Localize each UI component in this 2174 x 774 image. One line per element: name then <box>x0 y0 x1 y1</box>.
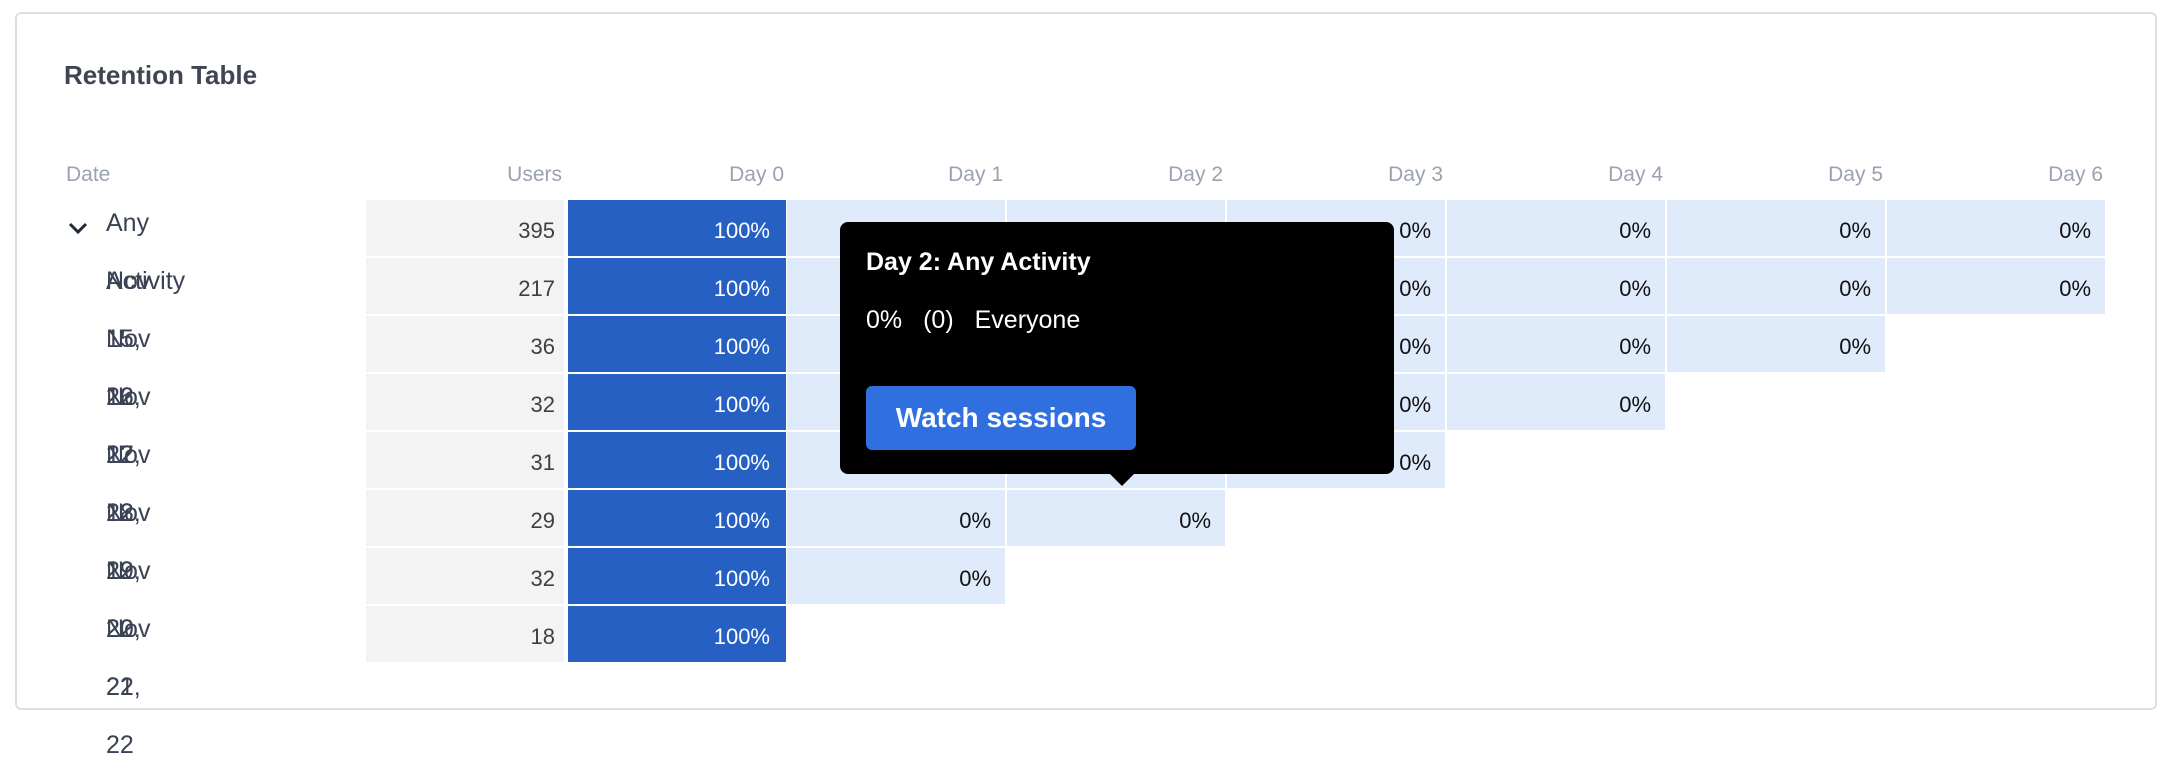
retention-cell[interactable]: 0% <box>1007 490 1225 546</box>
cohort-date-label: Nov 19, 22 <box>106 499 151 643</box>
cell-tooltip: Day 2: Any Activity 0% (0) Everyone Watc… <box>840 222 1394 486</box>
column-header-day-5: Day 5 <box>1828 163 1883 186</box>
retention-cell[interactable]: 100% <box>568 316 786 372</box>
card-title: Retention Table <box>64 60 258 90</box>
retention-cell[interactable]: 100% <box>568 432 786 488</box>
tooltip-stats: 0% (0) Everyone <box>866 306 1094 335</box>
cohort-date-label: Nov 20, 22 <box>106 557 151 701</box>
users-count-cell: 32 <box>366 548 564 604</box>
tooltip-arrow <box>1110 474 1134 486</box>
cohort-date-label: Nov 18, 22 <box>106 441 151 585</box>
retention-cell[interactable]: 100% <box>568 374 786 430</box>
retention-cell[interactable]: 0% <box>1447 316 1665 372</box>
users-count-cell: 395 <box>366 200 564 256</box>
cohort-date-label: Nov 21, 22 <box>106 615 151 759</box>
column-header-date: Date <box>66 163 111 186</box>
retention-cell[interactable]: 0% <box>1447 374 1665 430</box>
users-count-cell: 32 <box>366 374 564 430</box>
retention-cell[interactable]: 100% <box>568 258 786 314</box>
column-header-users: Users <box>507 163 562 186</box>
tooltip-count: (0) <box>923 306 954 334</box>
retention-cell[interactable]: 100% <box>568 200 786 256</box>
column-header-day-1: Day 1 <box>948 163 1003 186</box>
column-header-day-0: Day 0 <box>729 163 784 186</box>
retention-cell[interactable]: 100% <box>568 606 786 662</box>
retention-cell[interactable]: 100% <box>568 548 786 604</box>
retention-cell[interactable]: 0% <box>787 490 1005 546</box>
retention-cell[interactable]: 0% <box>1447 200 1665 256</box>
retention-cell[interactable]: 0% <box>1887 200 2105 256</box>
tooltip-cohort: Everyone <box>974 306 1081 334</box>
retention-cell[interactable]: 100% <box>568 490 786 546</box>
users-count-cell: 18 <box>366 606 564 662</box>
retention-cell[interactable]: 0% <box>1447 258 1665 314</box>
users-count-cell: 29 <box>366 490 564 546</box>
cohort-date-label: Nov 15, 22 <box>106 267 151 411</box>
retention-cell[interactable]: 0% <box>1667 316 1885 372</box>
retention-cell[interactable]: 0% <box>1667 258 1885 314</box>
users-count-cell: 31 <box>366 432 564 488</box>
column-header-day-3: Day 3 <box>1388 163 1443 186</box>
retention-cell[interactable]: 0% <box>1667 200 1885 256</box>
column-header-day-4: Day 4 <box>1608 163 1663 186</box>
tooltip-title: Day 2: Any Activity <box>866 248 1091 276</box>
watch-sessions-button[interactable]: Watch sessions <box>866 386 1136 450</box>
retention-cell[interactable]: 0% <box>787 548 1005 604</box>
cohort-date-label: Nov 16, 22 <box>106 325 151 469</box>
column-header-day-2: Day 2 <box>1168 163 1223 186</box>
users-count-cell: 217 <box>366 258 564 314</box>
users-count-cell: 36 <box>366 316 564 372</box>
column-header-day-6: Day 6 <box>2048 163 2103 186</box>
group-label[interactable]: Any Activity <box>106 209 186 295</box>
cohort-date-label: Nov 17, 22 <box>106 383 151 527</box>
tooltip-percent: 0% <box>866 306 903 334</box>
retention-cell[interactable]: 0% <box>1887 258 2105 314</box>
chevron-down-icon[interactable] <box>66 216 90 240</box>
